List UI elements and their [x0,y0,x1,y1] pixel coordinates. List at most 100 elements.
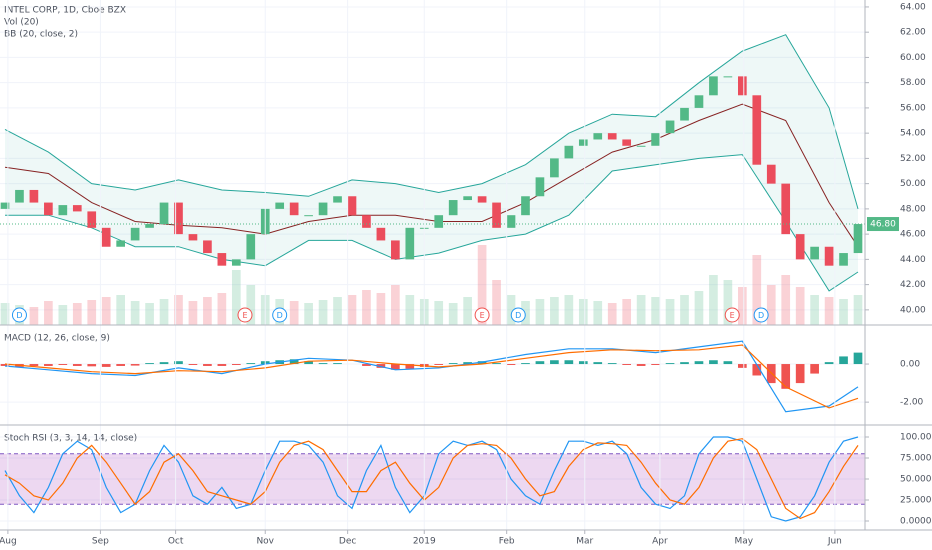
candle [680,107,689,121]
volume-bar [101,297,111,325]
candle [145,224,154,228]
macd-histogram-bar [752,364,762,376]
volume-bar [159,299,169,325]
x-tick-label: Sep [92,537,109,547]
volume-bar [492,280,501,325]
macd-histogram-bar [781,364,791,389]
candle [463,196,472,201]
volume-bar [217,293,227,325]
macd-histogram-bar [87,364,97,367]
y-tick-label: 52.00 [900,154,926,164]
candle [347,196,357,216]
macd-histogram-bar [116,364,125,366]
candle [709,76,718,96]
macd-histogram-bar [405,364,415,369]
y-tick-label: 40.00 [900,305,926,315]
candle [362,215,371,228]
y-tick-label: 50.00 [900,179,926,189]
candle [333,196,342,203]
stoch-line [4,436,859,522]
volume-bar [29,307,39,325]
macd-histogram-bar [636,364,646,366]
volume-bar [853,295,863,325]
macd-histogram-bar [694,361,704,365]
macd-histogram-bar [492,363,501,365]
volume-bar [44,301,53,325]
candle [477,196,487,203]
volume-bar [593,301,603,325]
candle [795,234,805,260]
macd-histogram-bar [333,363,342,365]
y-tick-label: 46.00 [900,230,926,240]
macd-histogram-bar [810,364,819,374]
candle [506,215,516,228]
macd-histogram-bar [58,364,68,365]
candle [766,164,776,184]
macd-histogram-bar [448,363,458,365]
event-label: D [515,311,521,320]
candle [318,202,328,216]
candle [231,259,241,266]
volume-bar [781,275,791,325]
macd-histogram-bar [593,362,603,365]
volume-bar [752,255,762,325]
volume-bar [0,303,10,325]
volume-bar [58,305,68,325]
volume-bar [839,299,848,325]
macd-histogram-bar [651,364,660,365]
x-tick-label: Nov [256,537,274,547]
macd-histogram-bar [188,364,198,365]
candle [824,246,834,266]
volume-title: Vol (20) [4,18,39,28]
macd-histogram-bar [521,363,530,365]
macd-histogram-bar [578,361,588,365]
macd-histogram-bar [145,363,154,365]
event-label: D [277,311,283,320]
event-label: D [758,311,764,320]
candle [521,196,530,216]
y-tick-label: -2.00 [900,398,924,408]
event-label: E [480,311,485,320]
stoch-line [4,438,859,520]
macd-histogram-bar [434,364,444,365]
bollinger-lower [5,154,859,292]
event-label: E [242,311,247,320]
event-marker [474,307,490,323]
macd-histogram-bar [318,363,328,365]
y-tick-label: 44.00 [900,255,926,265]
volume-bar [448,303,458,325]
volume-bar [694,291,704,325]
macd-histogram-bar [824,362,834,365]
volume-bar [203,297,212,325]
volume-bar [391,285,400,325]
candle [246,234,256,260]
event-marker [724,307,740,323]
candle [564,145,574,159]
volume-bar [87,300,97,325]
macd-histogram-bar [853,352,863,365]
candle [15,189,24,203]
candle [448,200,458,216]
candle [535,177,545,197]
candle [130,227,140,241]
volume-bar [174,295,183,325]
event-marker [272,307,288,323]
candle [810,246,819,260]
macd-histogram-bar [246,363,256,365]
symbol-title: INTEL CORP, 1D, Cboe BZX [4,6,126,16]
volume-bar [810,295,819,325]
macd-histogram-bar [723,361,733,365]
volume-bar [188,301,198,325]
volume-bar [550,297,559,325]
bollinger-title: BB (20, close, 2) [4,30,78,40]
x-tick-label: Feb [499,537,515,547]
macd-histogram-bar [362,364,371,366]
candle [694,95,704,108]
volume-bar [405,295,415,325]
macd-histogram-bar [72,364,82,366]
candle [405,227,415,260]
candle [391,240,400,260]
macd-histogram-bar [29,364,39,366]
macd-histogram-bar [101,364,111,367]
